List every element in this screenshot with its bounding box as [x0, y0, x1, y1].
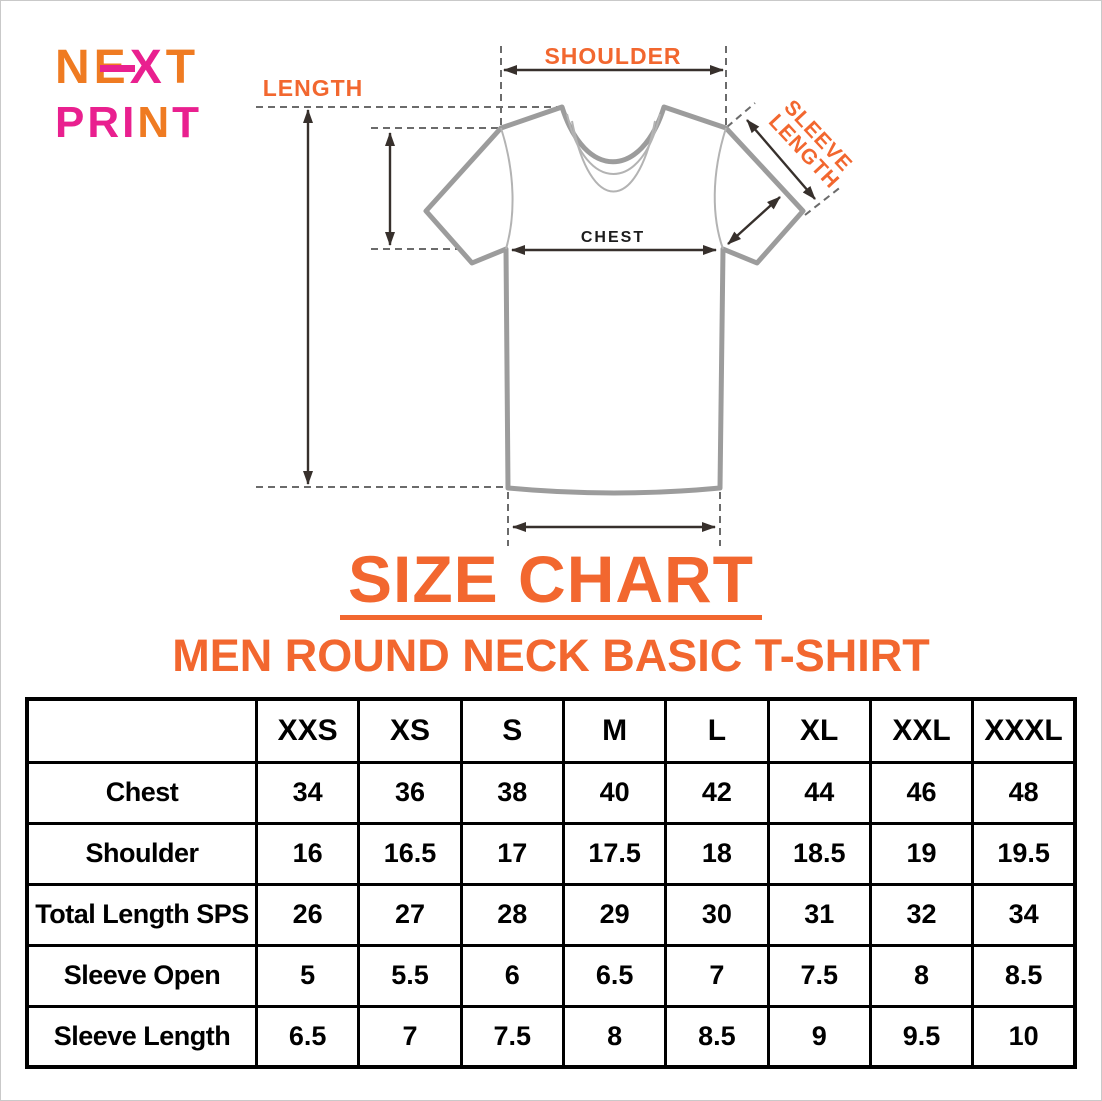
measurement-value-cell: 6.5 [254, 1004, 361, 1069]
logo-letter: N [55, 41, 94, 94]
measurement-value-cell: 36 [357, 760, 463, 825]
page-title: SIZE CHART [340, 546, 762, 620]
measurement-value-cell: 8.5 [971, 943, 1077, 1008]
chest-label: CHEST [581, 229, 645, 246]
measurement-value-cell: 42 [664, 760, 770, 825]
size-column-header: S [459, 697, 565, 764]
measurement-value-cell: 6.5 [561, 943, 668, 1008]
size-column-header: XXL [868, 697, 975, 764]
length-label: LENGTH [263, 75, 364, 101]
logo-next: NEXT [55, 44, 202, 92]
tshirt-outline [423, 104, 806, 496]
measurement-row-label: Shoulder [25, 821, 258, 886]
measurement-value-cell: 7 [664, 943, 770, 1008]
measurement-value-cell: 8 [561, 1004, 668, 1069]
size-table-header-row: XXS XS S M L XL XXL XXXL [25, 697, 1077, 764]
table-corner-cell [25, 697, 258, 764]
table-row: Chest 34 36 38 40 42 44 46 48 [25, 760, 1077, 825]
size-column-header: XXXL [971, 697, 1077, 764]
size-column-header: M [561, 697, 668, 764]
measurement-value-cell: 48 [971, 760, 1077, 825]
sleeve-open-arrow [727, 196, 781, 245]
measurement-value-cell: 29 [561, 882, 668, 947]
logo-letter: E [93, 41, 135, 94]
logo-letter: R [87, 98, 123, 147]
measurement-value-cell: 5.5 [357, 943, 463, 1008]
measurement-value-cell: 34 [254, 760, 361, 825]
logo-letter: I [122, 98, 138, 147]
measurement-value-cell: 17 [459, 821, 565, 886]
measurement-value-cell: 17.5 [561, 821, 668, 886]
collar-inner-line [571, 120, 656, 193]
page-subtitle: MEN ROUND NECK BASIC T-SHIRT [172, 630, 930, 681]
measurement-value-cell: 46 [868, 760, 975, 825]
measurement-value-cell: 18.5 [766, 821, 872, 886]
size-column-header: XL [766, 697, 872, 764]
measurement-value-cell: 7 [357, 1004, 463, 1069]
tshirt-measurement-diagram: SHOULDER LENGTH SLEEVE LENGTH CHEST [256, 43, 861, 546]
table-row: Total Length SPS 26 27 28 29 30 31 32 34 [25, 882, 1077, 947]
measurement-value-cell: 5 [254, 943, 361, 1008]
measurement-value-cell: 28 [459, 882, 565, 947]
measurement-value-cell: 10 [971, 1004, 1077, 1069]
size-column-header: XXS [254, 697, 361, 764]
measurement-row-label: Total Length SPS [25, 882, 258, 947]
measurement-value-cell: 16 [254, 821, 361, 886]
size-table-body: Chest 34 36 38 40 42 44 46 48 Shoulder 16 16.5 17 17.… [25, 760, 1077, 1069]
measurement-value-cell: 16.5 [357, 821, 463, 886]
measurement-value-cell: 34 [971, 882, 1077, 947]
brand-logo: NEXT PRINT [55, 44, 202, 145]
logo-letter: T [165, 41, 200, 94]
measurement-row-label: Chest [25, 760, 258, 825]
table-row: Sleeve Open 5 5.5 6 6.5 7 7.5 8 8.5 [25, 943, 1077, 1008]
measurement-value-cell: 18 [664, 821, 770, 886]
measurement-row-label: Sleeve Open [25, 943, 258, 1008]
measurement-value-cell: 6 [459, 943, 565, 1008]
tshirt-drawing [423, 104, 806, 496]
logo-letter: N [137, 98, 173, 147]
armhole-seam-right [713, 127, 727, 250]
measurement-value-cell: 7.5 [459, 1004, 565, 1069]
logo-letter: T [172, 98, 203, 147]
logo-print: PRINT [55, 101, 202, 145]
size-column-header: L [664, 697, 770, 764]
shoulder-label: SHOULDER [544, 43, 681, 69]
sleeve-length-arrow [746, 119, 816, 200]
measurement-arrows [303, 65, 816, 532]
measurement-value-cell: 7.5 [766, 943, 872, 1008]
measurement-value-cell: 32 [868, 882, 975, 947]
measurement-value-cell: 31 [766, 882, 872, 947]
armhole-seam-left [500, 127, 514, 250]
measurement-value-cell: 44 [766, 760, 872, 825]
measurement-row-label: Sleeve Length [25, 1004, 258, 1069]
logo-letter: X [129, 41, 166, 94]
measurement-value-cell: 30 [664, 882, 770, 947]
logo-letter: P [55, 98, 88, 147]
size-table: XXS XS S M L XL XXL XXXL Chest 34 36 38 40 42 44 46 48 S… [25, 697, 1077, 1069]
measurement-value-cell: 27 [357, 882, 463, 947]
measurement-value-cell: 19.5 [971, 821, 1077, 886]
table-row: Shoulder 16 16.5 17 17.5 18 18.5 19 19.5 [25, 821, 1077, 886]
sleeve-length-label: SLEEVE LENGTH [764, 96, 861, 196]
measurement-value-cell: 8 [868, 943, 975, 1008]
table-row: Sleeve Length 6.5 7 7.5 8 8.5 9 9.5 10 [25, 1004, 1077, 1069]
measurement-value-cell: 9 [766, 1004, 872, 1069]
measurement-value-cell: 26 [254, 882, 361, 947]
measurement-value-cell: 19 [868, 821, 975, 886]
measurement-value-cell: 8.5 [664, 1004, 770, 1069]
measurement-value-cell: 9.5 [868, 1004, 975, 1069]
measurement-value-cell: 38 [459, 760, 565, 825]
measurement-value-cell: 40 [561, 760, 668, 825]
size-column-header: XS [357, 697, 463, 764]
